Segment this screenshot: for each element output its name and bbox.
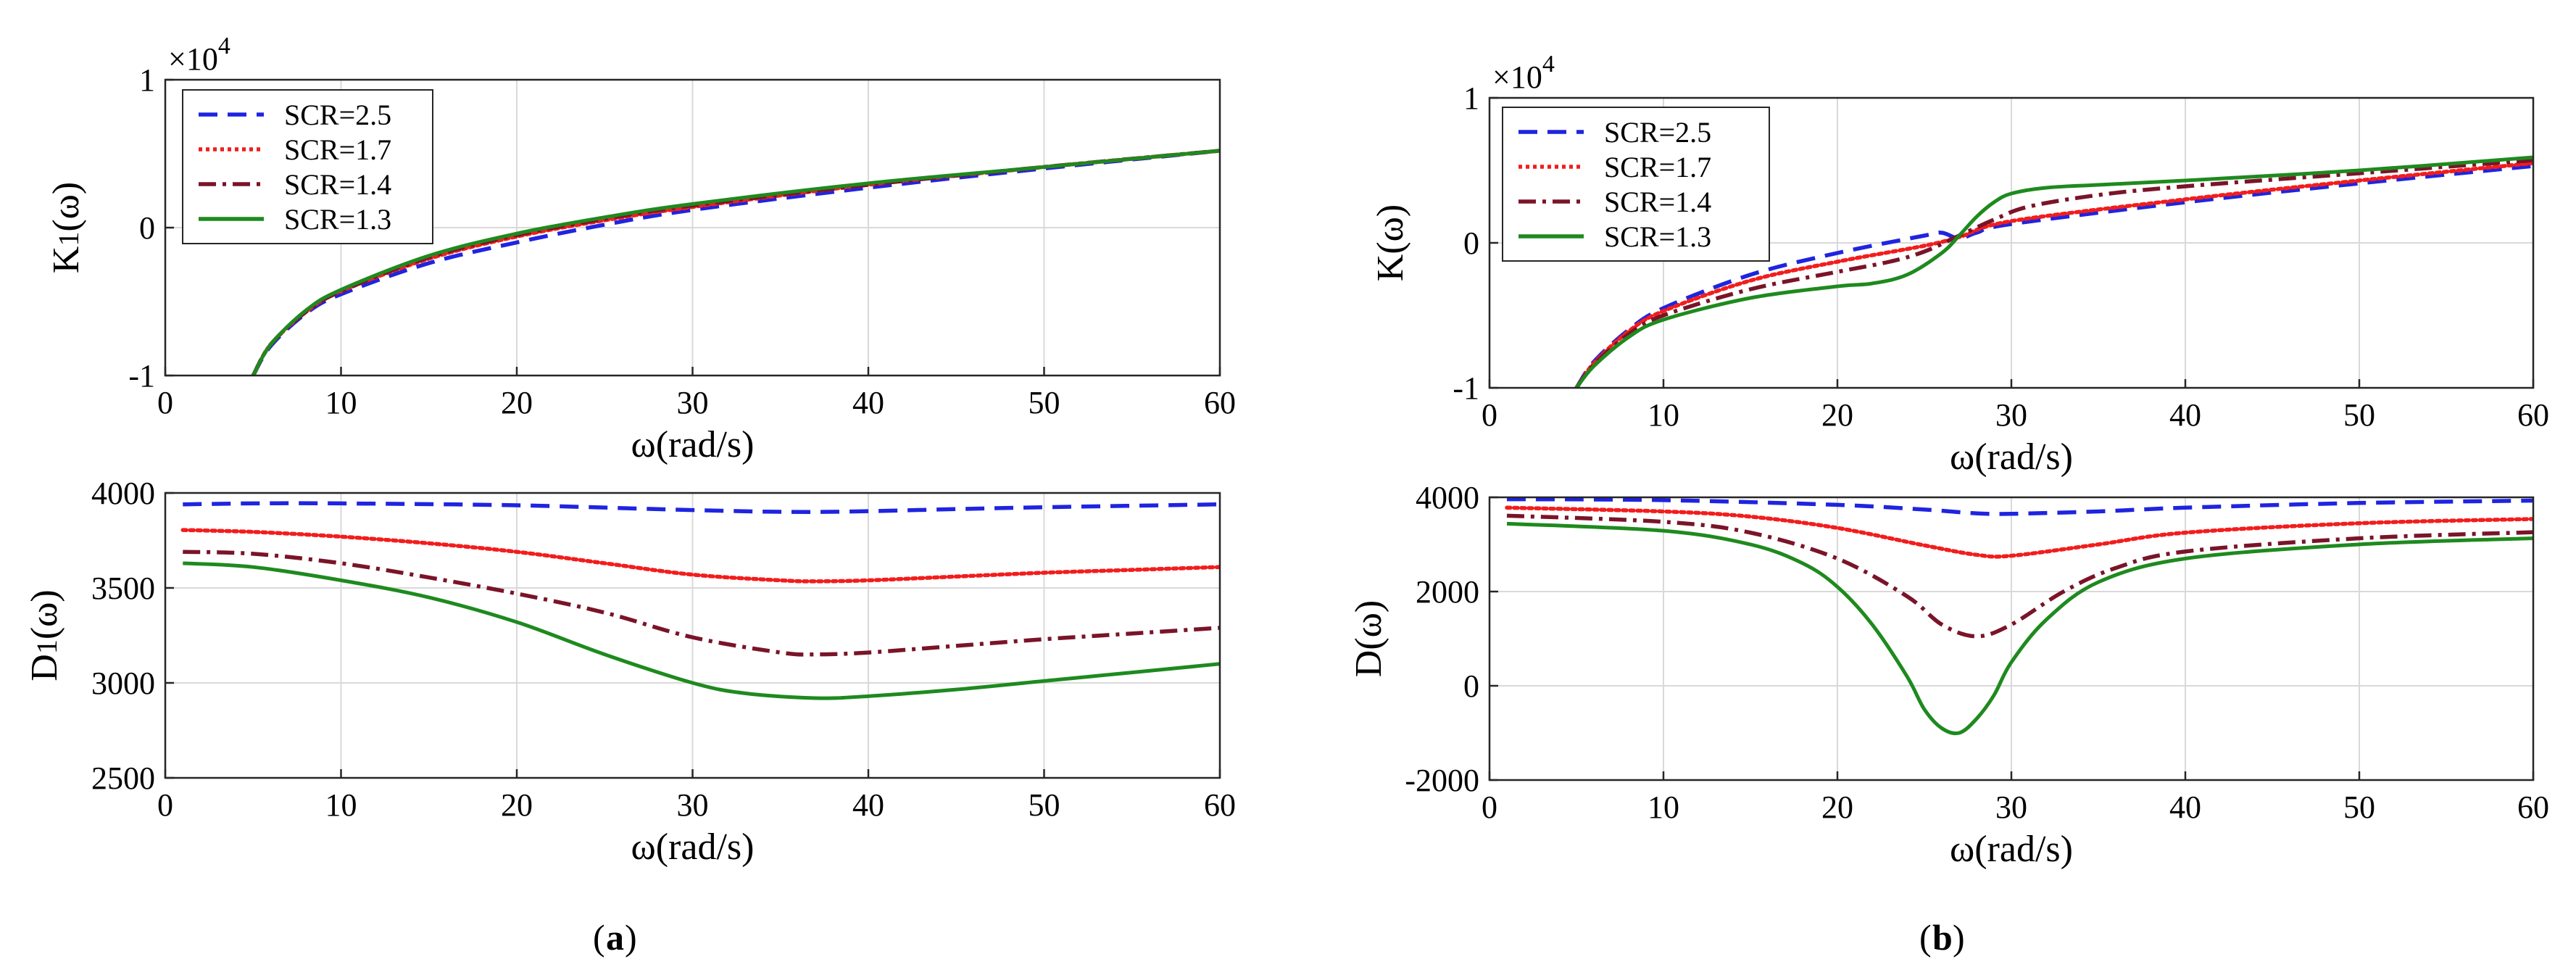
- x-tick-label: 40: [2169, 789, 2201, 825]
- x-tick-label: 40: [2169, 397, 2201, 433]
- panel-label-b-close: ): [1953, 917, 1965, 958]
- series-line-scr-1-7: [180, 528, 1220, 584]
- series-line-scr-2-5: [183, 501, 1220, 514]
- series-group: [180, 501, 1220, 700]
- x-tick-label: 50: [1029, 787, 1060, 823]
- legend-label: SCR=1.4: [284, 168, 391, 201]
- series-line-scr-1-7: [1505, 505, 2533, 559]
- y-tick-label: -2000: [1405, 763, 1479, 798]
- x-tick-label: 20: [501, 385, 533, 420]
- y-axis-label: K(ω): [1370, 204, 1411, 281]
- x-axis-label: ω(rad/s): [1950, 436, 2073, 478]
- legend-label: SCR=1.4: [1604, 186, 1711, 218]
- x-tick-label: 0: [157, 385, 173, 420]
- panel-label-b-open: (: [1919, 917, 1932, 958]
- y-tick-label: 3500: [91, 571, 155, 606]
- y-tick-label: 3000: [91, 665, 155, 701]
- series-line-scr-1-4: [1506, 513, 2533, 639]
- y-axis-label: K1(ω): [46, 182, 87, 273]
- x-tick-label: 20: [1821, 397, 1853, 433]
- plot-frame: [164, 492, 1221, 779]
- legend-label: SCR=1.3: [284, 203, 391, 236]
- x-tick-label: 30: [677, 385, 709, 420]
- x-tick-label: 30: [1995, 397, 2027, 433]
- x-tick-label: 60: [2517, 397, 2549, 433]
- y-axis-label: D(ω): [1348, 600, 1389, 677]
- x-tick-label: 60: [1204, 385, 1236, 420]
- panel-label-a: a: [606, 917, 624, 958]
- y-axis-label: D1(ω): [24, 589, 65, 681]
- x-tick-label: 20: [1821, 789, 1853, 825]
- series-line-scr-1-7: [1574, 161, 2533, 388]
- x-tick-label: 10: [1648, 789, 1679, 825]
- y-tick-label: 1: [139, 62, 155, 98]
- series-line-scr-1-3: [1506, 521, 2533, 736]
- x-tick-label: 10: [325, 385, 357, 420]
- plot-frame: [164, 78, 1221, 377]
- series-line-scr-1-3: [183, 561, 1220, 700]
- series-line-scr-1-3: [1575, 155, 2533, 388]
- legend-label: SCR=2.5: [1604, 116, 1711, 149]
- x-axis-label: ω(rad/s): [1950, 829, 2073, 870]
- x-tick-label: 10: [1648, 397, 1679, 433]
- y-tick-label: 4000: [91, 476, 155, 511]
- series-line-scr-2-5: [1506, 497, 2533, 516]
- x-tick-label: 60: [2517, 789, 2549, 825]
- x-tick-label: 40: [852, 385, 884, 420]
- y-exponent-power: 4: [218, 33, 230, 59]
- x-tick-label: 20: [501, 787, 533, 823]
- y-tick-label: 0: [1463, 225, 1479, 261]
- series-group: [251, 149, 1220, 376]
- y-tick-label: -1: [1453, 370, 1479, 406]
- y-exponent-label: ×104: [1492, 51, 1555, 95]
- x-tick-label: 0: [1482, 397, 1497, 433]
- x-tick-label: 10: [325, 787, 357, 823]
- x-tick-label: 0: [157, 787, 173, 823]
- chart-b-top: 0 10 20 30 40 50 60-101×104ω(rad/s)K(ω)SCR=2.5…: [1370, 51, 2549, 478]
- x-tick-label: 50: [2343, 397, 2375, 433]
- x-axis-label: ω(rad/s): [631, 424, 755, 465]
- series-line-scr-1-3: [252, 149, 1220, 376]
- plot-frame: [1488, 96, 2535, 389]
- x-tick-label: 40: [852, 787, 884, 823]
- y-tick-label: 2500: [91, 760, 155, 796]
- y-tick-label: -1: [128, 358, 155, 394]
- panel-label-b: b: [1932, 917, 1953, 958]
- x-tick-label: 0: [1482, 789, 1497, 825]
- y-tick-label: 0: [1463, 668, 1479, 704]
- y-tick-label: 2000: [1416, 574, 1479, 610]
- plot-frame: [1488, 496, 2535, 781]
- x-tick-label: 50: [1029, 385, 1060, 420]
- x-axis-label: ω(rad/s): [631, 826, 755, 868]
- legend-label: SCR=1.3: [1604, 220, 1711, 253]
- y-tick-label: 4000: [1416, 480, 1479, 515]
- panel-label-a-close: ): [625, 917, 637, 958]
- y-exponent-label: ×104: [168, 33, 230, 77]
- series-line-scr-2-5: [1574, 164, 2533, 388]
- y-tick-label: 0: [139, 210, 155, 246]
- x-tick-label: 60: [1204, 787, 1236, 823]
- panel-label-a-open: (: [593, 917, 605, 958]
- chart-a-top: 0 10 20 30 40 50 60-101×104ω(rad/s)K1(ω)SCR=2.…: [46, 33, 1236, 465]
- series-group: [1505, 497, 2533, 736]
- y-exponent-power: 4: [1542, 51, 1555, 78]
- series-group: [1574, 155, 2533, 388]
- series-line-scr-1-4: [1574, 158, 2533, 388]
- x-tick-label: 30: [1995, 789, 2027, 825]
- chart-a-bottom: 0 10 20 30 40 50 60 2500 3000 3500 4000 ω(rad/s) D1(…: [24, 476, 1236, 868]
- x-tick-label: 50: [2343, 789, 2375, 825]
- legend-label: SCR=2.5: [284, 99, 391, 131]
- legend-label: SCR=1.7: [284, 133, 391, 166]
- y-tick-label: 1: [1463, 80, 1479, 116]
- series-line-scr-1-4: [183, 550, 1220, 657]
- x-tick-label: 30: [677, 787, 709, 823]
- legend-label: SCR=1.7: [1604, 151, 1711, 183]
